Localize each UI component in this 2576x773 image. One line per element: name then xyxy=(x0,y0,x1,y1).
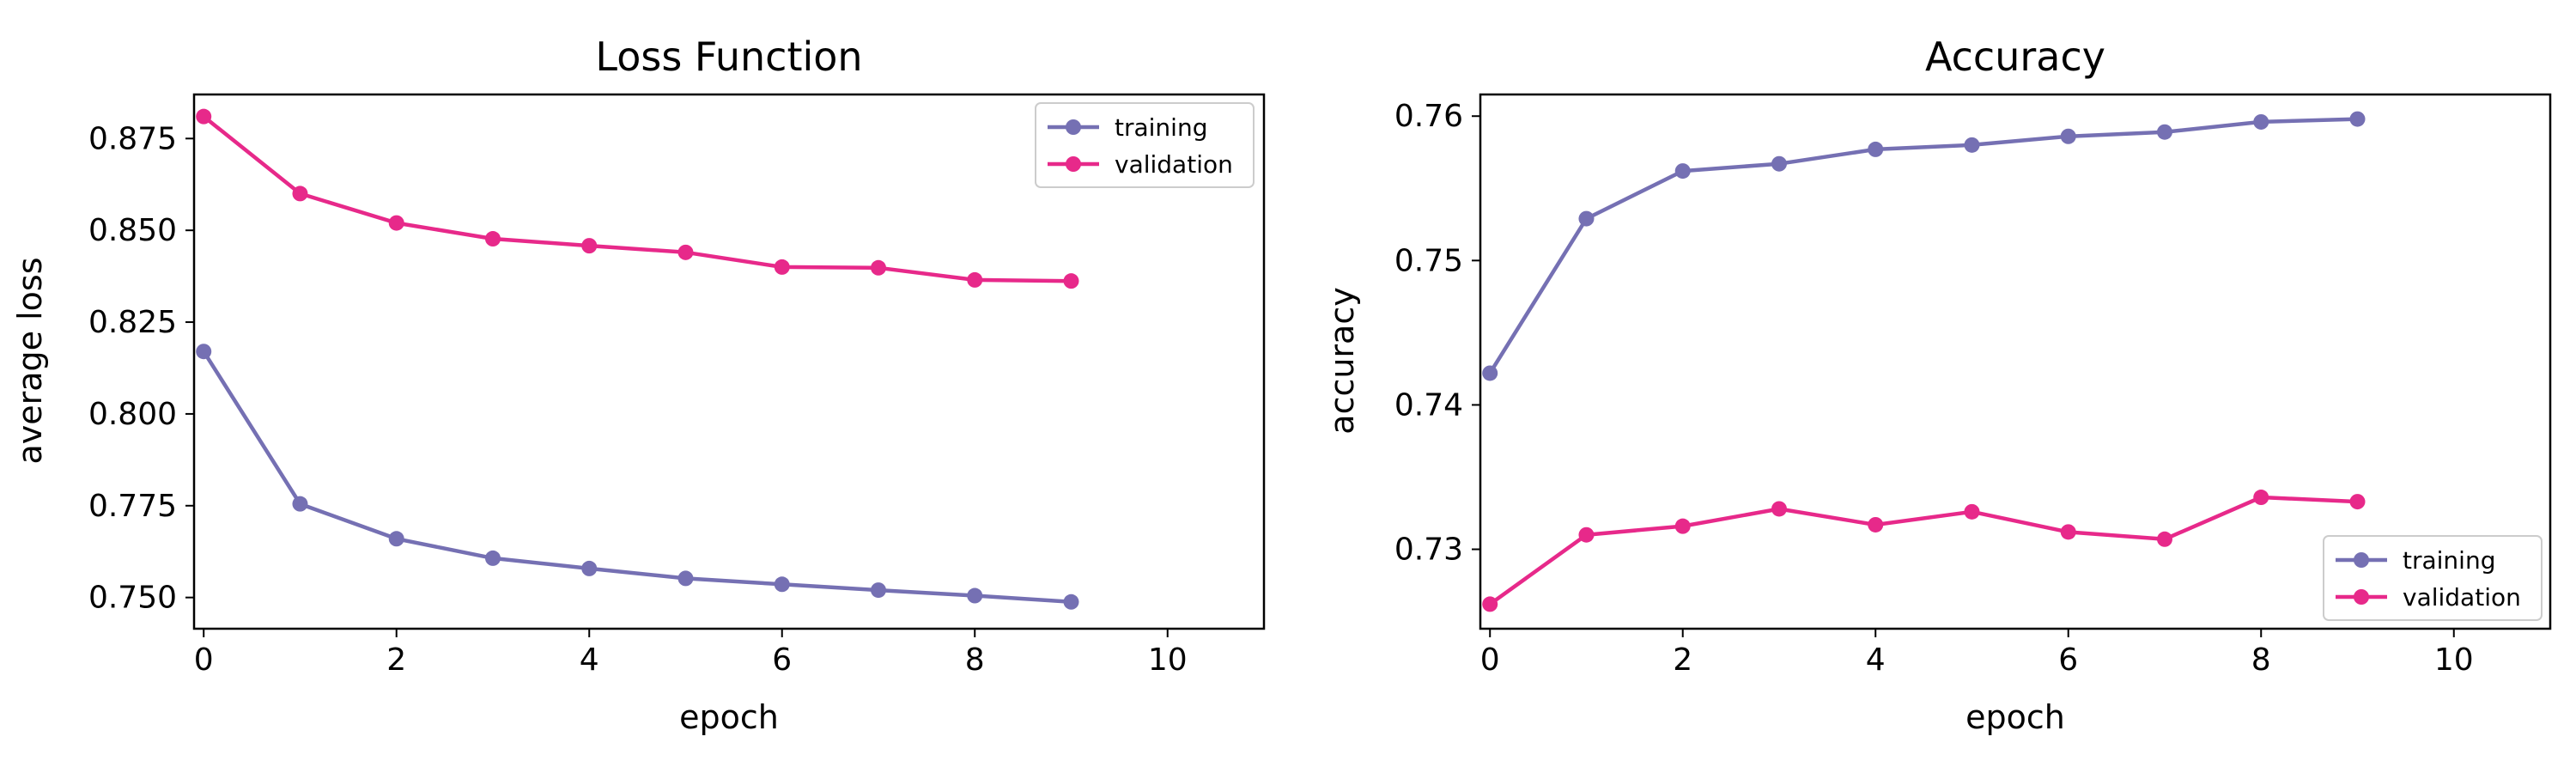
accuracy-legend-training-swatch-marker xyxy=(2354,552,2369,568)
accuracy-validation-point xyxy=(1578,526,1595,543)
accuracy-y-tick-label: 0.76 xyxy=(1394,99,1463,134)
accuracy-legend-validation-label: validation xyxy=(2403,583,2521,612)
loss-legend-validation-label: validation xyxy=(1115,150,1233,179)
loss-training-point xyxy=(388,531,404,547)
loss-legend-box xyxy=(1035,102,1255,188)
loss-x-axis-label: epoch xyxy=(679,698,779,736)
accuracy-training-point xyxy=(2060,128,2076,144)
loss-legend-training-swatch-marker xyxy=(1066,119,1081,135)
accuracy-legend: training validation xyxy=(2323,535,2543,621)
accuracy-training-point xyxy=(2349,111,2366,127)
loss-validation-point xyxy=(1063,273,1079,289)
accuracy-plot-area: 0 2 4 6 8 10 0.73 0.74 0.75 0.76 training validatio… xyxy=(1394,93,2552,678)
accuracy-chart-title: Accuracy xyxy=(1925,33,2105,80)
accuracy-x-tick-label: 10 xyxy=(2434,642,2474,678)
accuracy-axes-frame xyxy=(1479,93,2552,630)
accuracy-validation-point xyxy=(2060,524,2076,540)
accuracy-training-line xyxy=(1487,117,2360,375)
loss-x-tick-label: 0 xyxy=(194,642,214,678)
loss-legend: training validation xyxy=(1035,102,1255,188)
accuracy-y-tick-label: 0.74 xyxy=(1394,387,1463,423)
loss-y-tick-label: 0.750 xyxy=(88,581,177,616)
accuracy-legend-validation-swatch-marker xyxy=(2354,589,2369,605)
loss-chart-title: Loss Function xyxy=(595,33,862,80)
accuracy-validation-line xyxy=(1487,495,2360,606)
accuracy-training-point xyxy=(1482,365,1498,381)
loss-validation-point xyxy=(388,215,404,231)
loss-training-point xyxy=(870,582,886,599)
accuracy-training-point xyxy=(1868,141,1884,157)
loss-training-point xyxy=(1063,593,1079,610)
accuracy-legend-training-label: training xyxy=(2403,546,2495,575)
loss-training-point xyxy=(484,550,501,566)
loss-training-point xyxy=(967,587,983,604)
loss-validation-point xyxy=(581,238,598,254)
loss-chart-panel: Loss Function epoch average loss 0 2 4 6 8 10… xyxy=(11,33,1266,736)
loss-training-line xyxy=(201,349,1073,605)
accuracy-x-tick-label: 2 xyxy=(1673,642,1692,678)
loss-validation-point xyxy=(870,259,886,276)
loss-legend-validation-swatch-marker xyxy=(1066,156,1081,172)
accuracy-training-point xyxy=(1964,137,1980,153)
loss-validation-point xyxy=(774,259,790,275)
loss-validation-point xyxy=(196,108,212,125)
accuracy-chart-panel: Accuracy epoch accuracy 0 2 4 6 8 100.730.740… xyxy=(1323,33,2552,736)
accuracy-validation-point xyxy=(1674,518,1691,534)
loss-validation-point xyxy=(292,186,308,202)
loss-plot-area: 0 2 4 6 8 10 0.750 0.775 0.800 0.825 0.850 0.875 tra… xyxy=(88,93,1266,678)
loss-y-tick-label: 0.850 xyxy=(88,213,177,248)
loss-x-tick-label: 4 xyxy=(580,642,599,678)
accuracy-validation-point xyxy=(2253,490,2269,506)
loss-training-point xyxy=(196,344,212,360)
accuracy-training-point xyxy=(1578,210,1595,227)
accuracy-x-tick-label: 0 xyxy=(1480,642,1500,678)
loss-legend-training-label: training xyxy=(1115,113,1207,142)
loss-y-axis-label: average loss xyxy=(11,257,49,464)
accuracy-training-point xyxy=(2253,113,2269,130)
loss-validation-line xyxy=(201,114,1073,283)
loss-training-point xyxy=(292,496,308,512)
loss-x-tick-label: 10 xyxy=(1148,642,1188,678)
accuracy-training-point xyxy=(2156,124,2172,140)
accuracy-y-axis-label: accuracy xyxy=(1323,287,1361,434)
accuracy-x-tick-label: 8 xyxy=(2251,642,2271,678)
loss-validation-point xyxy=(484,231,501,247)
accuracy-validation-point xyxy=(1868,516,1884,533)
accuracy-y-tick-label: 0.75 xyxy=(1394,243,1463,278)
accuracy-x-tick-label: 4 xyxy=(1866,642,1886,678)
accuracy-validation-point xyxy=(2349,494,2366,510)
loss-training-point xyxy=(774,576,790,593)
loss-x-tick-label: 2 xyxy=(386,642,406,678)
loss-x-tick-label: 8 xyxy=(965,642,985,678)
loss-validation-point xyxy=(967,271,983,288)
accuracy-validation-point xyxy=(1482,596,1498,612)
loss-y-tick-label: 0.800 xyxy=(88,397,177,432)
accuracy-training-point xyxy=(1674,163,1691,180)
accuracy-training-point xyxy=(1771,155,1787,172)
loss-validation-point xyxy=(677,244,694,260)
accuracy-x-tick-label: 6 xyxy=(2058,642,2078,678)
accuracy-validation-point xyxy=(2156,531,2172,547)
loss-x-tick-label: 6 xyxy=(772,642,792,678)
loss-y-tick-label: 0.775 xyxy=(88,489,177,524)
loss-training-point xyxy=(581,560,598,576)
loss-y-tick-label: 0.875 xyxy=(88,121,177,156)
loss-training-point xyxy=(677,570,694,587)
accuracy-validation-point xyxy=(1964,503,1980,520)
loss-y-tick-label: 0.825 xyxy=(88,305,177,340)
accuracy-legend-box xyxy=(2323,535,2543,621)
accuracy-validation-point xyxy=(1771,501,1787,517)
accuracy-y-tick-label: 0.73 xyxy=(1394,533,1463,568)
accuracy-x-axis-label: epoch xyxy=(1965,698,2065,736)
loss-axes-frame xyxy=(192,93,1266,630)
